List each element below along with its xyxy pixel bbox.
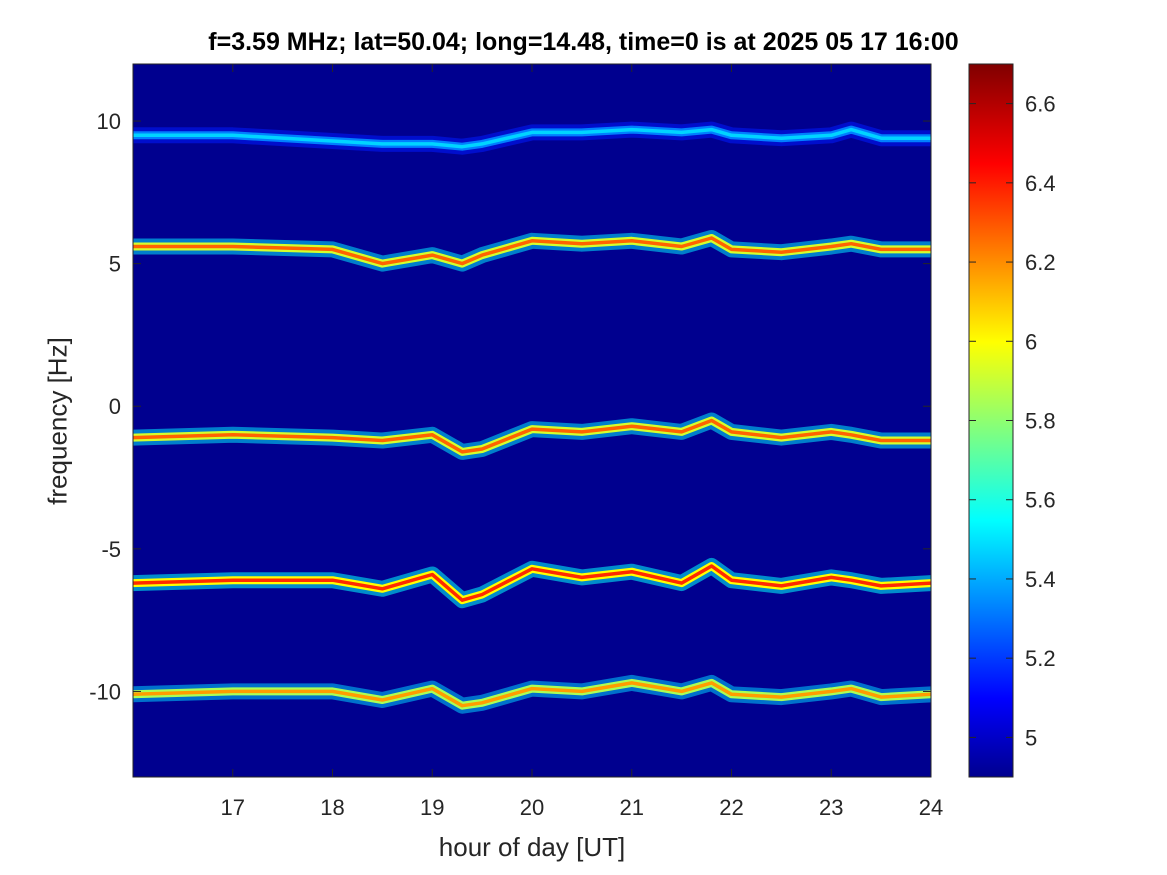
colorbar (969, 64, 1013, 777)
trace-0-core (133, 127, 931, 149)
colorbar-tick-label: 6.6 (1025, 92, 1056, 117)
x-tick-label: 18 (320, 795, 344, 820)
colorbar-tick-label: 5.4 (1025, 567, 1056, 592)
colorbar-tick-label: 5.2 (1025, 646, 1056, 671)
x-tick-label: 24 (919, 795, 943, 820)
y-tick-label: 10 (97, 109, 121, 134)
y-tick-label: 5 (109, 252, 121, 277)
colorbar-tick-label: 5.8 (1025, 409, 1056, 434)
x-tick-label: 17 (221, 795, 245, 820)
x-axis-label: hour of day [UT] (438, 832, 626, 862)
x-tick-label: 22 (719, 795, 743, 820)
trace-1-core (133, 236, 931, 266)
colorbar-tick-label: 5 (1025, 725, 1037, 750)
x-tick-label: 21 (620, 795, 644, 820)
trace-3-core (133, 564, 931, 602)
x-tick-label: 20 (520, 795, 544, 820)
colorbar-tick-label: 6 (1025, 329, 1037, 354)
y-axis: 10 5 0 -5 -10 (89, 109, 931, 704)
x-tick-label: 19 (420, 795, 444, 820)
colorbar-tick-label: 6.4 (1025, 171, 1056, 196)
colorbar-axis: 6.6 6.4 6.2 6 5.8 5.6 5.4 5.2 5 (969, 92, 1056, 750)
x-tick-label: 23 (819, 795, 843, 820)
plot-area (133, 64, 931, 777)
spectral-traces (133, 121, 931, 714)
y-tick-label: -10 (89, 679, 121, 704)
trace-4-core (133, 681, 931, 708)
y-tick-label: -5 (101, 537, 121, 562)
colorbar-tick-label: 5.6 (1025, 488, 1056, 513)
trace-2-core (133, 418, 931, 454)
y-tick-label: 0 (109, 394, 121, 419)
colorbar-tick-label: 6.2 (1025, 250, 1056, 275)
chart-title: f=3.59 MHz; lat=50.04; long=14.48, time=… (208, 28, 959, 56)
x-axis: 17 18 19 20 21 22 23 24 (221, 64, 943, 820)
